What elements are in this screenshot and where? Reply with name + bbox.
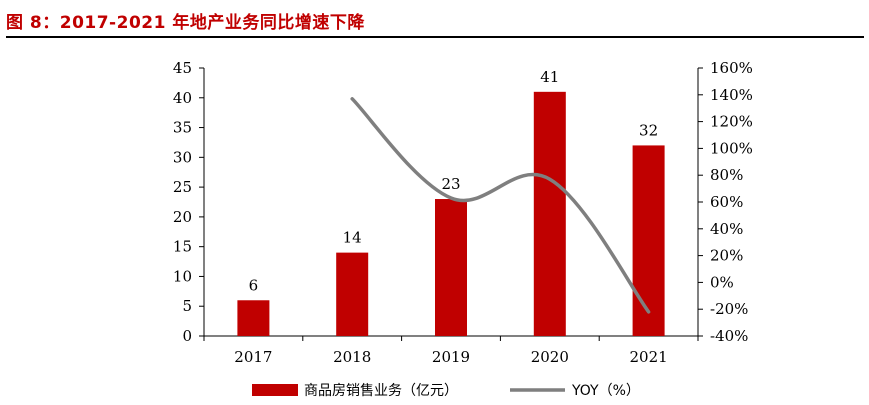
left-tick-label: 15	[173, 238, 192, 256]
bar	[533, 91, 566, 336]
left-tick-label: 40	[173, 89, 192, 107]
right-tick-label: 20%	[710, 247, 743, 265]
yoy-line	[350, 97, 651, 314]
right-tick-label: -20%	[710, 300, 748, 318]
legend-swatch-bar	[252, 384, 298, 396]
right-tick-label: 60%	[710, 193, 743, 211]
bar-data-label: 14	[343, 229, 362, 247]
bar-data-label: 6	[249, 276, 259, 294]
chart-title: 图 8：2017-2021 年地产业务同比增速下降	[6, 13, 365, 33]
left-tick-label: 30	[173, 148, 192, 166]
x-tick-label: 2021	[630, 348, 668, 366]
title-rule	[6, 36, 864, 38]
right-tick-label: 160%	[710, 59, 753, 77]
x-tick-label: 2017	[234, 348, 272, 366]
bar	[336, 252, 369, 336]
bar	[237, 300, 270, 336]
legend-label-bar: 商品房销售业务（亿元）	[304, 383, 458, 399]
right-tick-label: 80%	[710, 166, 743, 184]
right-tick-label: -40%	[710, 327, 748, 345]
bar-data-label: 23	[441, 175, 460, 193]
right-tick-label: 100%	[710, 139, 753, 157]
bar-data-label: 32	[639, 121, 658, 139]
left-tick-label: 20	[173, 208, 192, 226]
left-tick-label: 0	[182, 327, 192, 345]
legend-label-line: YOY（%）	[571, 383, 640, 399]
right-tick-label: 140%	[710, 86, 753, 104]
right-tick-label: 120%	[710, 113, 753, 131]
bar-data-label: 41	[540, 68, 559, 86]
left-tick-label: 10	[173, 267, 192, 285]
x-tick-label: 2019	[432, 348, 470, 366]
right-tick-label: 0%	[710, 273, 734, 291]
left-tick-label: 35	[173, 119, 192, 137]
x-tick-label: 2018	[333, 348, 371, 366]
x-tick-label: 2020	[531, 348, 569, 366]
bar	[435, 199, 467, 336]
right-tick-label: 40%	[710, 220, 743, 238]
left-tick-label: 25	[173, 178, 192, 196]
left-tick-label: 5	[182, 297, 192, 315]
left-tick-label: 45	[173, 59, 192, 77]
bar	[632, 145, 665, 336]
